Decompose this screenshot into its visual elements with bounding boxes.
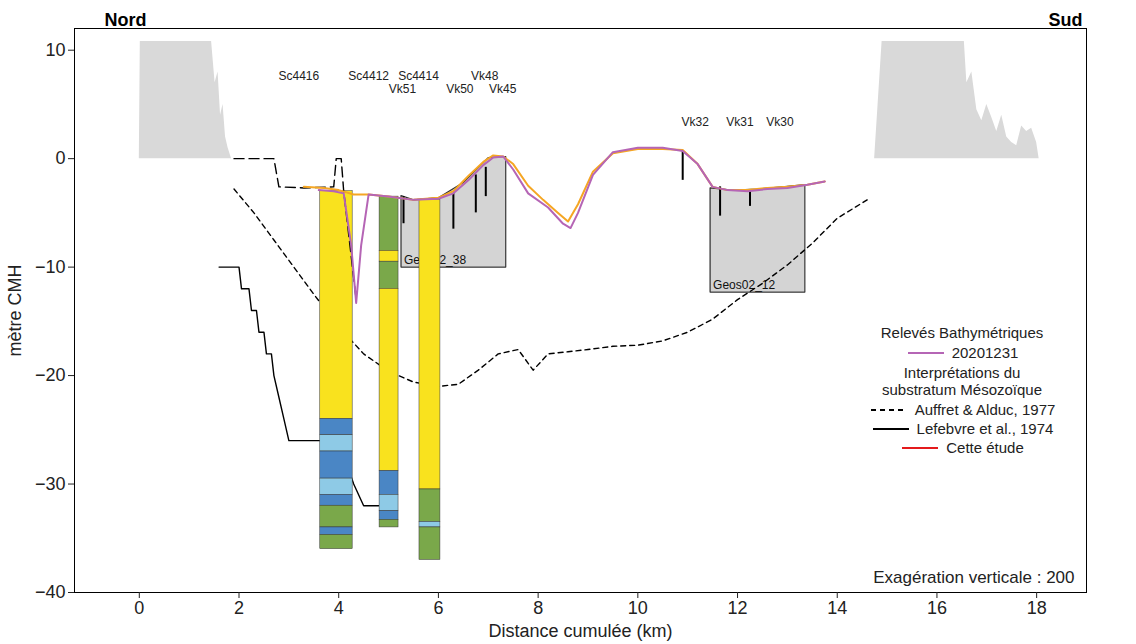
svg-text:Nord: Nord xyxy=(105,10,147,30)
html-text:Relevés Bathymétriques: Relevés Bathymétriques xyxy=(880,324,1044,341)
svg-text:Vk31: Vk31 xyxy=(726,115,754,129)
html-text:Cette étude: Cette étude xyxy=(946,439,1024,456)
svg-text:−20: −20 xyxy=(35,365,66,385)
svg-text:Vk51: Vk51 xyxy=(389,82,417,96)
svg-text:10: 10 xyxy=(45,40,65,60)
svg-text:Geos02_12: Geos02_12 xyxy=(713,278,776,293)
svg-text:mètre CMH: mètre CMH xyxy=(5,264,25,356)
svg-text:Vk48: Vk48 xyxy=(471,69,499,83)
svg-text:Sc4414: Sc4414 xyxy=(398,69,439,83)
svg-text:16: 16 xyxy=(927,598,947,618)
svg-text:14: 14 xyxy=(827,598,847,618)
svg-text:Vk50: Vk50 xyxy=(446,82,474,96)
svg-text:18: 18 xyxy=(1027,598,1047,618)
svg-text:4: 4 xyxy=(334,598,344,618)
html-text:Auffret & Alduc, 1977: Auffret & Alduc, 1977 xyxy=(914,401,1056,418)
svg-text:Distance cumulée (km): Distance cumulée (km) xyxy=(488,621,672,641)
svg-text:Vk32: Vk32 xyxy=(681,115,709,129)
svg-text:Sc4416: Sc4416 xyxy=(278,69,319,83)
svg-text:Exagération verticale : 200: Exagération verticale : 200 xyxy=(873,568,1074,587)
svg-text:−40: −40 xyxy=(35,582,66,602)
svg-text:6: 6 xyxy=(433,598,443,618)
svg-text:Vk30: Vk30 xyxy=(766,115,794,129)
svg-text:Geos02_38: Geos02_38 xyxy=(404,253,467,268)
svg-text:8: 8 xyxy=(533,598,543,618)
svg-text:−10: −10 xyxy=(35,257,66,277)
svg-text:Vk45: Vk45 xyxy=(489,82,517,96)
html-text:Lefebvre et al., 1974: Lefebvre et al., 1974 xyxy=(916,420,1054,437)
svg-text:0: 0 xyxy=(55,148,65,168)
html-text:Interprétations du substratum: Interprétations du substratum Mésozoïque xyxy=(882,364,1042,398)
svg-text:2: 2 xyxy=(234,598,244,618)
svg-text:10: 10 xyxy=(628,598,648,618)
svg-text:0: 0 xyxy=(134,598,144,618)
svg-text:12: 12 xyxy=(728,598,748,618)
html-text:20201231: 20201231 xyxy=(951,344,1019,361)
svg-text:−30: −30 xyxy=(35,474,66,494)
svg-text:Sud: Sud xyxy=(1049,10,1083,30)
svg-text:Sc4412: Sc4412 xyxy=(348,69,389,83)
